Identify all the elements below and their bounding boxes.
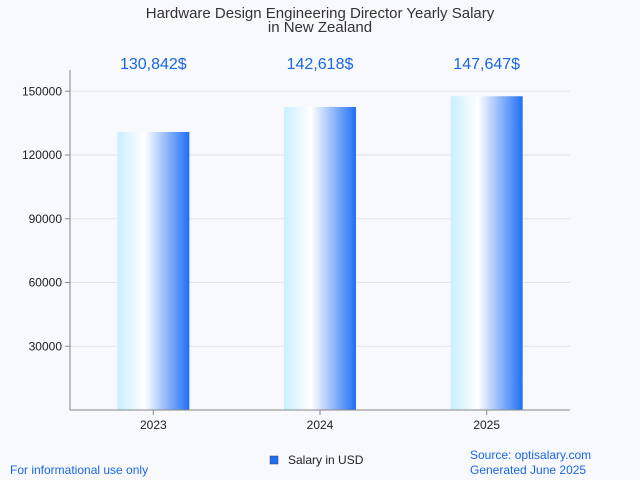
labels: 30000 60000 90000 120000 150000 2023 130,842$ 2… — [22, 56, 520, 432]
x-tick-label: 2025 — [473, 418, 500, 432]
x-tick-label: 2023 — [140, 418, 167, 432]
x-tick-label: 2024 — [307, 418, 334, 432]
chart-title-line-2: in New Zealand — [268, 19, 372, 36]
bars — [117, 96, 523, 410]
source-note: Source: optisalary.com — [470, 448, 591, 462]
value-label-2024: 142,618$ — [287, 56, 354, 73]
generated-note: Generated June 2025 — [470, 463, 586, 477]
legend-label: Salary in USD — [288, 453, 364, 467]
bar-2023 — [117, 131, 190, 410]
value-label-2023: 130,842$ — [120, 56, 187, 73]
axes — [65, 70, 570, 415]
bar-2025 — [450, 96, 523, 410]
y-tick-label: 30000 — [29, 339, 63, 353]
disclaimer-note: For informational use only — [10, 463, 148, 477]
y-tick-label: 90000 — [29, 212, 63, 226]
bar-2024 — [284, 106, 356, 410]
legend-swatch — [269, 455, 279, 465]
y-tick-label: 150000 — [22, 84, 62, 98]
legend: Salary in USD — [269, 453, 364, 467]
y-tick-label: 120000 — [22, 148, 62, 162]
value-label-2025: 147,647$ — [453, 56, 520, 73]
y-tick-label: 60000 — [29, 276, 63, 290]
chart-title-line-1: Hardware Design Engineering Director Yea… — [146, 5, 495, 22]
